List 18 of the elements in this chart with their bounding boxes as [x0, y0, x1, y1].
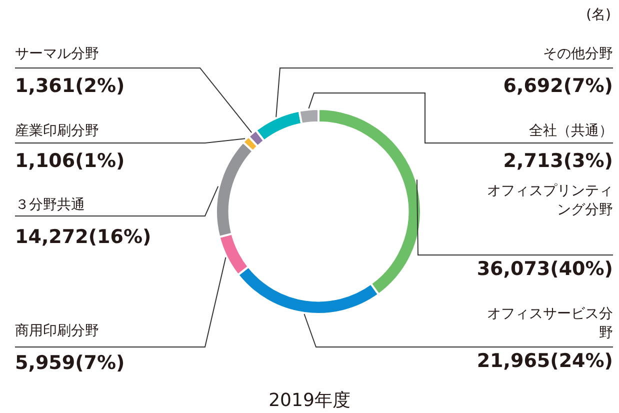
- data-label: 36,073(40%): [476, 258, 613, 280]
- slice-label: その他分野: [542, 45, 613, 64]
- data-label: 1,361(2%): [15, 75, 125, 97]
- slice-label: 商用印刷分野: [15, 322, 100, 341]
- text: 2019年度: [268, 389, 352, 412]
- data-label: 21,965(24%): [476, 350, 613, 372]
- slice-label: オフィスサービス分野: [486, 305, 613, 343]
- slice-label: ３分野共通: [15, 196, 86, 215]
- data-label: 6,692(7%): [503, 75, 613, 97]
- text: (名): [586, 6, 611, 24]
- data-label: 5,959(7%): [15, 352, 125, 374]
- slice-label: 産業印刷分野: [15, 122, 100, 141]
- slice-label: オフィスプリンティング分野: [486, 182, 613, 220]
- data-label: 14,272(16%): [15, 226, 152, 248]
- slice-label: サーマル分野: [15, 45, 100, 64]
- data-label: 2,713(3%): [503, 150, 613, 172]
- data-label: 1,106(1%): [15, 150, 125, 172]
- slice-label: 全社（共通）: [528, 122, 613, 141]
